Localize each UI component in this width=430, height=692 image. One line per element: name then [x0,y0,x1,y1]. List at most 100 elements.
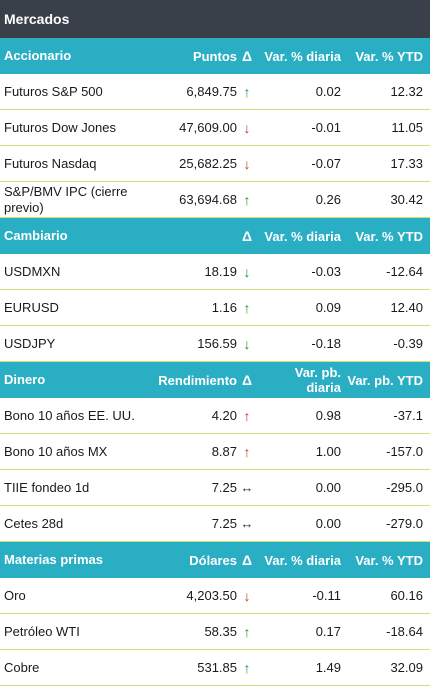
column-header-var-daily: Var. % diaria [264,552,341,568]
instrument-name: TIIE fondeo 1d [4,479,90,495]
column-header-var-daily: Var. % diaria [264,48,341,64]
instrument-value: 4,203.50 [186,588,237,603]
instrument-name: Bono 10 años MX [4,443,108,459]
table-row: S&P/BMV IPC (cierre previo) 63,694.68 ↑ 0.2… [0,182,430,218]
arrow-up-red-icon: ↑ [243,443,251,460]
section-materias-primas: Materias primas Dólares Δ Var. % diaria Var.… [0,542,430,686]
table-row: Futuros Nasdaq 25,682.25 ↓ -0.07 17.33 [0,146,430,182]
ytd-change: 11.05 [391,120,423,135]
arrow-down-red-icon: ↓ [243,119,251,136]
table-row: Bono 10 años EE. UU. 4.20 ↑ 0.98 -37.1 [0,398,430,434]
arrow-down-green-icon: ↓ [243,335,251,352]
table-row: USDMXN 18.19 ↓ -0.03 -12.64 [0,254,430,290]
markets-table: Accionario Puntos Δ Var. % diaria Var. % YTD… [0,38,430,686]
instrument-name: Petróleo WTI [4,623,80,639]
daily-change: 0.26 [315,192,341,207]
instrument-name: Cetes 28d [4,515,64,531]
table-row: USDJPY 156.59 ↓ -0.18 -0.39 [0,326,430,362]
arrow-down-red-icon: ↓ [243,587,251,604]
arrow-up-green-icon: ↑ [243,623,251,640]
daily-change: 0.98 [315,408,341,423]
ytd-change: -295.0 [386,480,423,495]
instrument-name: Futuros Dow Jones [4,119,116,135]
column-header-var-daily: Var. % diaria [264,228,341,244]
instrument-value: 7.25 [211,516,237,531]
instrument-value: 531.85 [197,660,237,675]
daily-change: 0.09 [315,300,341,315]
ytd-change: 30.42 [390,192,423,207]
table-row: Bono 10 años MX 8.87 ↑ 1.00 -157.0 [0,434,430,470]
section-title: Cambiario [4,228,68,243]
table-row: Cetes 28d 7.25 ↔ 0.00 -279.0 [0,506,430,542]
daily-change: -0.07 [311,156,341,171]
section-accionario: Accionario Puntos Δ Var. % diaria Var. % YTD… [0,38,430,218]
instrument-value: 6,849.75 [186,84,237,99]
arrow-down-green-icon: ↓ [243,263,251,280]
instrument-value: 7.25 [211,480,237,495]
ytd-change: 12.32 [390,84,423,99]
table-row: TIIE fondeo 1d 7.25 ↔ 0.00 -295.0 [0,470,430,506]
daily-change: 1.00 [315,444,341,459]
instrument-name: Cobre [4,659,40,675]
daily-change: 0.00 [315,516,341,531]
daily-change: 0.00 [315,480,341,495]
section-title: Accionario [4,48,72,63]
instrument-value: 8.87 [211,444,237,459]
ytd-change: -0.39 [393,336,423,351]
section-title: Dinero [4,372,46,387]
instrument-value: 18.19 [204,264,237,279]
ytd-change: -12.64 [386,264,423,279]
arrow-up-red-icon: ↑ [243,407,251,424]
column-header-value: Dólares [189,552,237,568]
panel-title: Mercados [0,0,430,38]
ytd-change: 12.40 [390,300,423,315]
column-header-var-ytd: Var. % YTD [355,48,423,64]
section-cambiario: Cambiario Δ Var. % diaria Var. % YTD USDMXN 1… [0,218,430,362]
ytd-change: 60.16 [390,588,423,603]
instrument-name: EURUSD [4,299,59,315]
section-title: Materias primas [4,552,103,567]
daily-change: 0.02 [315,84,341,99]
instrument-name: Futuros S&P 500 [4,83,103,99]
arrow-up-green-icon: ↑ [243,83,251,100]
column-header-delta: Δ [241,372,253,388]
table-row: Futuros Dow Jones 47,609.00 ↓ -0.01 11.05 [0,110,430,146]
daily-change: -0.11 [312,588,341,603]
column-header-value: Rendimiento [158,372,237,388]
table-row: Petróleo WTI 58.35 ↑ 0.17 -18.64 [0,614,430,650]
instrument-name: USDJPY [4,335,56,351]
column-header-var-ytd: Var. pb. YTD [347,372,423,388]
section-header: Dinero Rendimiento Δ Var. pb. diaria Var. pb… [0,362,430,398]
instrument-value: 47,609.00 [179,120,237,135]
daily-change: -0.18 [311,336,341,351]
section-header: Accionario Puntos Δ Var. % diaria Var. % YTD [0,38,430,74]
table-row: EURUSD 1.16 ↑ 0.09 12.40 [0,290,430,326]
table-row: Futuros S&P 500 6,849.75 ↑ 0.02 12.32 [0,74,430,110]
table-row: Oro 4,203.50 ↓ -0.11 60.16 [0,578,430,614]
ytd-change: -157.0 [386,444,423,459]
column-header-delta: Δ [241,552,253,568]
instrument-name: Oro [4,587,26,603]
arrow-up-green-icon: ↑ [243,191,251,208]
arrow-down-red-icon: ↓ [243,155,251,172]
arrow-flat-icon: ↔ [240,480,254,495]
daily-change: 0.17 [315,624,341,639]
instrument-value: 25,682.25 [179,156,237,171]
arrow-up-green-icon: ↑ [243,659,251,676]
section-header: Cambiario Δ Var. % diaria Var. % YTD [0,218,430,254]
column-header-var-ytd: Var. % YTD [355,552,423,568]
instrument-value: 58.35 [204,624,237,639]
daily-change: -0.03 [311,264,341,279]
instrument-name: Bono 10 años EE. UU. [4,407,135,423]
arrow-flat-icon: ↔ [240,516,254,531]
daily-change: -0.01 [311,120,341,135]
instrument-value: 4.20 [211,408,237,423]
instrument-name: S&P/BMV IPC (cierre previo) [4,183,128,215]
instrument-value: 156.59 [197,336,237,351]
instrument-name: Futuros Nasdaq [4,155,97,171]
ytd-change: -18.64 [386,624,423,639]
column-header-value: Puntos [192,48,237,64]
column-header-delta: Δ [241,48,253,64]
ytd-change: 32.09 [390,660,423,675]
